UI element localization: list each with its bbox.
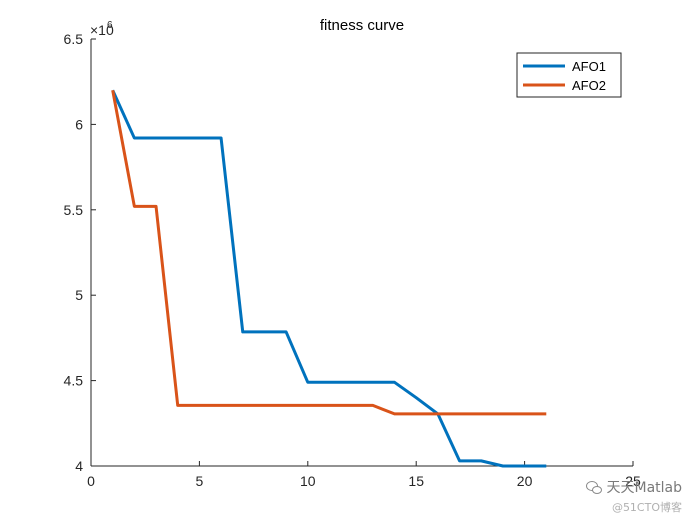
y-tick-label: 6.5 — [64, 31, 84, 47]
exponent-base: ×10 — [90, 22, 114, 38]
x-tick-label: 5 — [196, 473, 204, 489]
series-layer — [111, 89, 547, 468]
chart-title: fitness curve — [320, 17, 404, 34]
x-tick-label: 25 — [625, 473, 641, 489]
y-tick-label: 5 — [75, 287, 83, 303]
y-tick-label: 5.5 — [64, 202, 84, 218]
legend-box — [516, 52, 622, 98]
wechat-icon — [586, 480, 603, 494]
watermark-title: 天天Matlab — [606, 480, 682, 496]
y-tick-label: 4 — [75, 458, 83, 474]
y-tick-label: 6 — [75, 116, 83, 132]
legend-label-afo2: AFO2 — [572, 78, 606, 93]
axes: 0 5 10 15 20 25 4 4.5 5 5.5 6 6.5 — [64, 31, 641, 489]
x-tick-label: 15 — [408, 473, 424, 489]
y-tick-label: 4.5 — [64, 373, 84, 389]
x-tick-label: 0 — [87, 473, 95, 489]
series-line-afo1 — [111, 89, 547, 468]
x-tick-label: 20 — [517, 473, 533, 489]
series-line-afo2 — [111, 89, 547, 416]
exponent-power: 6 — [107, 20, 113, 31]
watermark: 天天Matlab @51CTO博客 — [586, 477, 682, 515]
legend-label-afo1: AFO1 — [572, 59, 606, 74]
x-tick-label: 10 — [300, 473, 316, 489]
y-axis-exponent: ×10 6 — [90, 20, 114, 38]
watermark-subtitle: @51CTO博客 — [611, 501, 682, 514]
legend: AFO1 AFO2 — [516, 52, 622, 98]
